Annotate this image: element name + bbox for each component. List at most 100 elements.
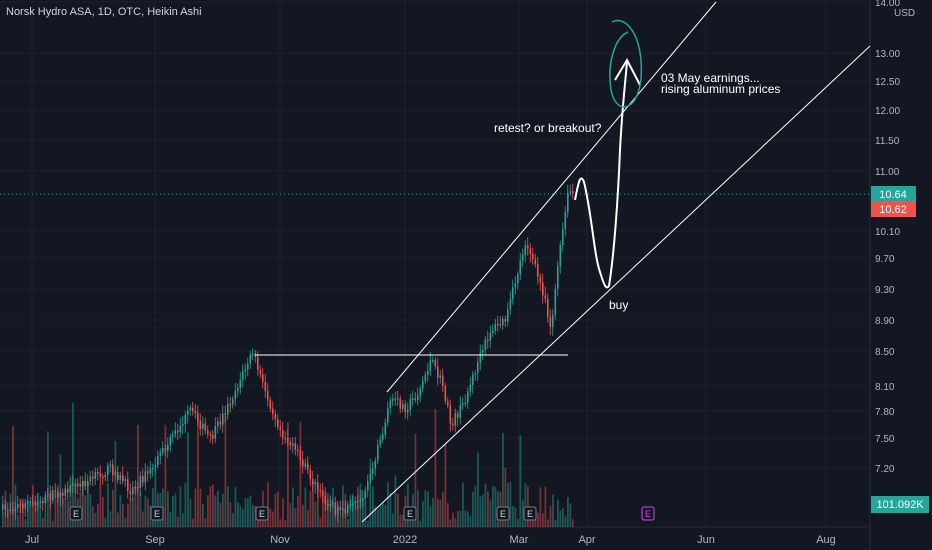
volume-bar: [429, 506, 432, 527]
volume-bar: [267, 482, 269, 527]
candle-body: [217, 421, 219, 427]
candle-body: [397, 398, 399, 400]
candle-body: [559, 245, 562, 267]
volume-bar: [297, 495, 299, 527]
volume-bar: [322, 495, 324, 527]
candle-body: [292, 443, 294, 446]
y-tick-label: 8.90: [875, 316, 895, 327]
volume-bar: [72, 403, 74, 527]
x-tick-label: Nov: [270, 534, 290, 546]
volume-bar: [17, 514, 19, 527]
volume-bar: [272, 511, 274, 527]
candle-body: [247, 363, 249, 370]
volume-bar: [369, 458, 372, 527]
candle-body: [562, 229, 564, 246]
candle-body: [537, 264, 539, 277]
volume-bar: [459, 510, 462, 527]
candle-body: [279, 427, 282, 430]
candle-body: [324, 496, 327, 504]
volume-bar: [62, 498, 64, 527]
volume-bar: [202, 503, 204, 527]
volume-bar: [287, 422, 289, 527]
volume-bar: [529, 514, 532, 527]
volume-bar: [509, 481, 512, 527]
volume-bar: [522, 499, 524, 527]
volume-bar: [57, 485, 59, 527]
candle-body: [399, 398, 402, 409]
x-tick-label: Jun: [697, 534, 715, 546]
candle-body: [447, 401, 449, 406]
volume-bar: [432, 497, 434, 527]
y-tick-label: 8.10: [875, 382, 895, 393]
candle-body: [432, 359, 434, 362]
volume-bar: [284, 520, 287, 527]
candle-body: [499, 323, 502, 326]
candle-body: [179, 425, 182, 433]
volume-bar: [494, 486, 497, 527]
candle-body: [184, 414, 187, 425]
candle-body: [494, 324, 497, 331]
volume-bar: [402, 514, 404, 527]
volume-bar: [224, 416, 227, 527]
candle-body: [497, 323, 499, 326]
candle-body: [407, 409, 409, 413]
candle-body: [207, 430, 209, 435]
volume-bar: [142, 511, 144, 527]
candle-body: [444, 385, 447, 402]
candle-body: [57, 491, 59, 498]
volume-bar: [374, 506, 377, 527]
candle-body: [282, 429, 284, 438]
volume-bar: [462, 482, 464, 527]
volume-bar: [84, 495, 87, 527]
volume-bar: [232, 513, 234, 527]
candle-body: [124, 478, 127, 482]
candle-body: [199, 420, 202, 429]
candle-body: [9, 509, 12, 512]
volume-bar: [472, 491, 474, 527]
x-tick-label: Jul: [25, 534, 39, 546]
candle-body: [302, 459, 304, 467]
candle-body: [209, 434, 212, 436]
price-label-box: [871, 201, 916, 217]
candle-body: [339, 507, 342, 511]
candle-body: [144, 471, 147, 483]
candle-body: [389, 400, 392, 409]
volume-bar: [124, 517, 127, 527]
candle-body: [142, 476, 144, 483]
candle-body: [517, 274, 519, 284]
currency-label: USD: [894, 8, 916, 19]
candle-body: [442, 375, 444, 386]
volume-bar: [502, 432, 504, 527]
volume-bar: [372, 486, 374, 527]
candle-body: [267, 391, 269, 400]
earnings-marker-label: E: [407, 509, 413, 519]
volume-bar: [174, 493, 177, 527]
candle-body: [67, 488, 69, 493]
candle-body: [409, 398, 412, 410]
annotation-earnings: 03 May earnings...: [661, 71, 760, 85]
volume-bar: [564, 516, 567, 527]
volume-bar: [44, 512, 47, 527]
retest-arrow-path: [574, 177, 610, 289]
candle-body: [77, 483, 79, 487]
candle-body: [222, 413, 224, 425]
volume-bar: [217, 490, 219, 527]
candle-body: [367, 481, 369, 491]
candle-body: [117, 472, 119, 480]
earnings-marker-label: E: [154, 509, 160, 519]
candle-body: [4, 504, 7, 510]
volume-bar: [132, 498, 134, 527]
x-tick-label: Sep: [145, 534, 165, 546]
candle-body: [294, 443, 297, 450]
volume-label-box: [871, 496, 929, 513]
annotation-aluminum: rising aluminum prices: [661, 82, 780, 96]
annotation-buy: buy: [609, 298, 628, 312]
candle-body: [174, 430, 177, 435]
volume-bar: [119, 495, 122, 527]
earnings-marker-box: [496, 506, 510, 521]
candle-body: [347, 504, 349, 514]
y-tick-label: 8.50: [875, 347, 895, 358]
candle-body: [127, 478, 129, 491]
candle-body: [102, 476, 104, 479]
